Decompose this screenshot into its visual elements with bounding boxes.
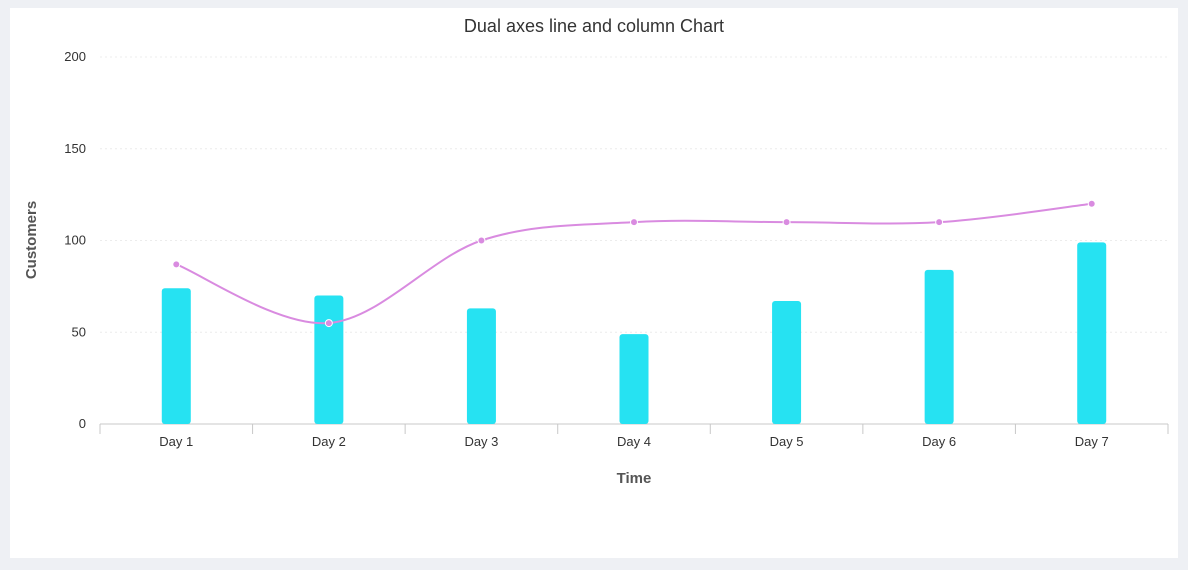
dual-axes-chart: Dual axes line and column Chart 0 50 100 15…: [23, 16, 1169, 487]
y-axis-title: Customers: [23, 201, 40, 279]
y-tick-label: 50: [72, 324, 86, 339]
chart-card: Dual axes line and column Chart 0 50 100 15…: [10, 8, 1178, 558]
column-bar: [314, 295, 344, 424]
column-bar: [772, 301, 802, 424]
column-bar: [619, 334, 649, 424]
line-point: [630, 218, 638, 227]
line-point: [1087, 199, 1096, 208]
x-axis: Day 1 Day 2 Day 3 Day 4 Day 5 Day 6 Day 7: [99, 423, 1169, 449]
column-series: [161, 242, 1107, 424]
line-point: [935, 218, 944, 227]
y-tick-label: 0: [79, 416, 86, 431]
chart-title: Dual axes line and column Chart: [464, 16, 724, 36]
x-tick-label: Day 3: [464, 434, 498, 449]
line-series: [172, 199, 1096, 328]
x-tick-label: Day 1: [159, 434, 193, 449]
x-tick-label: Day 7: [1075, 434, 1109, 449]
x-tick-label: Day 6: [922, 434, 956, 449]
x-tick-label: Day 2: [312, 434, 346, 449]
y-tick-label: 150: [64, 141, 86, 156]
line-point: [477, 236, 486, 245]
line-point: [782, 218, 791, 227]
grid: [100, 56, 1168, 333]
column-bar: [1077, 242, 1107, 424]
column-bar: [924, 269, 954, 424]
x-axis-title: Time: [617, 470, 652, 487]
y-axis-ticks: 0 50 100 150 200: [64, 49, 86, 431]
column-bar: [466, 308, 496, 424]
line-point: [324, 319, 333, 328]
y-tick-label: 200: [64, 49, 86, 64]
x-tick-label: Day 4: [617, 434, 651, 449]
x-tick-label: Day 5: [770, 434, 804, 449]
y-tick-label: 100: [64, 233, 86, 248]
line-point: [172, 260, 181, 269]
column-bar: [161, 288, 191, 424]
